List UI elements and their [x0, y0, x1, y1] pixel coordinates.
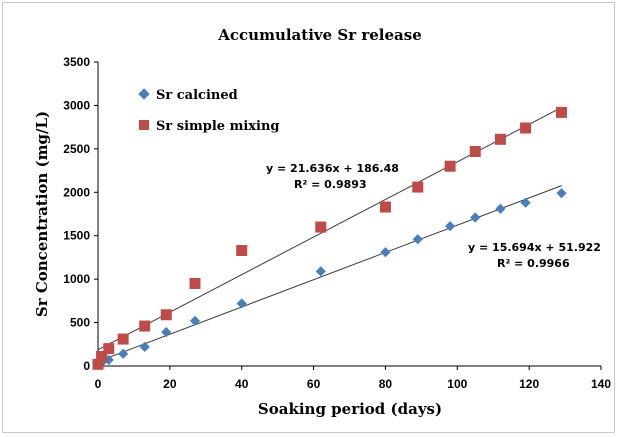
data-point-mixing — [96, 350, 108, 362]
data-point-calcined — [315, 266, 326, 277]
x-tick-label: 120 — [519, 377, 539, 391]
y-tick-label: 500 — [70, 316, 90, 330]
data-point-mixing — [117, 333, 129, 345]
data-point-mixing — [494, 133, 506, 145]
data-point-mixing — [92, 358, 104, 370]
trendline-calcined — [97, 185, 562, 362]
legend-marker-mixing — [139, 120, 149, 130]
y-tick-label: 0 — [83, 359, 90, 373]
trendline-equations: y = 21.636x + 186.48 R² = 0.9893 y = 15.… — [266, 162, 601, 270]
data-point-calcined — [412, 234, 423, 245]
data-point-calcined — [189, 315, 201, 326]
x-tick-label: 20 — [163, 377, 177, 391]
data-point-mixing — [412, 181, 424, 193]
data-point-calcined — [380, 247, 391, 258]
markers — [92, 106, 567, 371]
data-point-calcined — [520, 197, 531, 208]
x-ticks: 0 20 40 60 80 100 120 140 — [95, 366, 611, 391]
x-tick-label: 80 — [379, 377, 393, 391]
data-point-mixing — [379, 201, 391, 213]
data-point-mixing — [160, 309, 172, 321]
y-tick-label: 2500 — [63, 142, 90, 156]
data-point-calcined — [556, 188, 567, 199]
legend-marker-calcined — [138, 88, 150, 100]
x-tick-label: 0 — [95, 377, 102, 391]
y-axis-title: Sr Concentration (mg/L) — [33, 111, 51, 317]
data-point-mixing — [520, 122, 532, 134]
data-point-mixing — [103, 343, 115, 355]
x-tick-label: 100 — [447, 377, 467, 391]
y-tick-label: 1500 — [63, 229, 90, 243]
x-tick-label: 140 — [591, 377, 611, 391]
x-tick-label: 40 — [235, 377, 249, 391]
trendlines — [97, 106, 562, 362]
chart-title: Accumulative Sr release — [217, 26, 421, 44]
axes — [97, 62, 601, 367]
r2-calcined: R² = 0.9966 — [497, 257, 570, 270]
data-point-mixing — [555, 106, 567, 118]
data-point-mixing — [139, 320, 151, 332]
data-point-mixing — [189, 277, 201, 289]
legend: Sr calcined Sr simple mixing — [138, 88, 280, 134]
data-point-calcined — [161, 327, 172, 338]
x-axis-title: Soaking period (days) — [258, 400, 442, 418]
data-point-calcined — [139, 341, 150, 352]
data-point-mixing — [444, 160, 456, 172]
equation-calcined: y = 15.694x + 51.922 — [468, 241, 601, 254]
equation-mixing: y = 21.636x + 186.48 — [266, 162, 399, 175]
data-point-mixing — [315, 221, 327, 233]
data-point-calcined — [495, 203, 506, 214]
y-tick-label: 2000 — [63, 185, 90, 199]
x-tick-label: 60 — [307, 377, 321, 391]
data-point-calcined — [470, 212, 481, 223]
y-tick-label: 3000 — [63, 98, 90, 112]
legend-label-calcined: Sr calcined — [156, 88, 238, 103]
data-point-mixing — [469, 145, 481, 157]
data-point-mixing — [236, 244, 248, 256]
y-tick-label: 1000 — [63, 272, 90, 286]
y-tick-label: 3500 — [63, 55, 90, 69]
data-point-calcined — [236, 298, 247, 309]
y-ticks: 0 500 1000 1500 2000 2500 3000 3500 — [63, 55, 98, 373]
legend-label-mixing: Sr simple mixing — [156, 119, 280, 134]
r2-mixing: R² = 0.9893 — [294, 178, 367, 191]
trendline-mixing — [97, 106, 562, 351]
